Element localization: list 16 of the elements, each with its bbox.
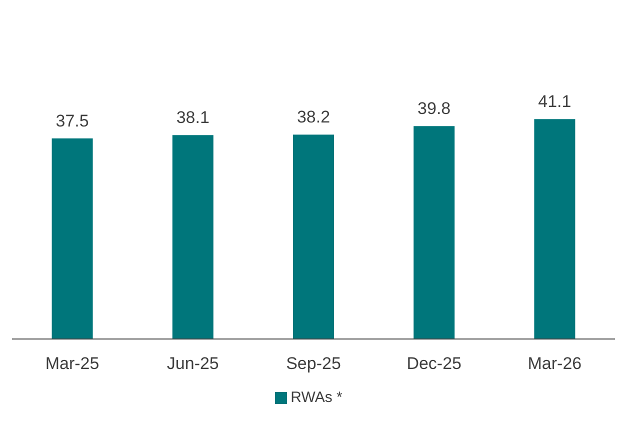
x-tick-label: Mar-26 — [528, 354, 582, 374]
x-tick-label: Sep-25 — [286, 354, 341, 374]
bar — [534, 119, 576, 339]
x-tick-label: Dec-25 — [406, 354, 462, 374]
data-label: 38.2 — [296, 108, 330, 127]
bar — [52, 138, 93, 339]
data-label: 41.1 — [538, 92, 572, 112]
data-label: 38.1 — [176, 108, 210, 128]
x-tick-label: Jun-25 — [166, 354, 219, 374]
bar — [172, 135, 214, 339]
data-label: 37.5 — [56, 111, 89, 130]
data-label: 39.8 — [418, 99, 451, 118]
legend-label: RWAs * — [290, 389, 342, 406]
x-tick-label: Mar-25 — [45, 354, 100, 374]
bar — [293, 134, 334, 339]
bar — [414, 126, 455, 339]
